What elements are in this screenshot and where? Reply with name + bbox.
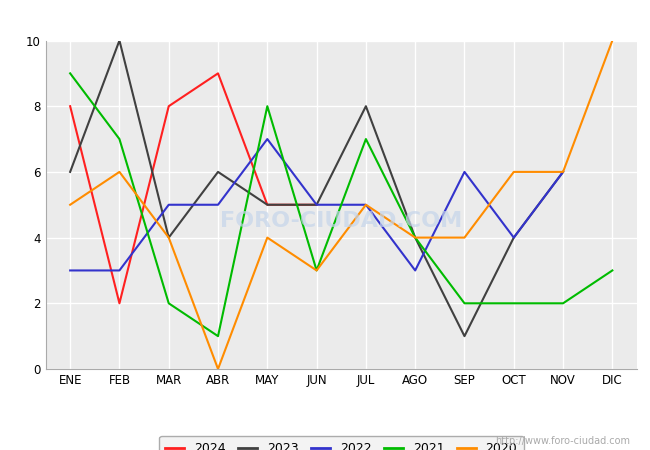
Text: Matriculaciones de Vehiculos en Tijarafe: Matriculaciones de Vehiculos en Tijarafe	[158, 9, 492, 27]
2024	[313, 202, 320, 207]
2021	[313, 268, 320, 273]
2024	[165, 104, 173, 109]
2021	[510, 301, 517, 306]
2022	[313, 202, 320, 207]
2022	[66, 268, 74, 273]
2023	[313, 202, 320, 207]
2023	[362, 104, 370, 109]
2022	[411, 268, 419, 273]
2024	[214, 71, 222, 76]
Line: 2021: 2021	[70, 73, 612, 336]
2021	[362, 136, 370, 142]
2022	[461, 169, 469, 175]
2020	[362, 202, 370, 207]
2020	[559, 169, 567, 175]
2020	[66, 202, 74, 207]
2020	[608, 38, 616, 43]
2020	[411, 235, 419, 240]
2023	[559, 169, 567, 175]
Line: 2023: 2023	[70, 40, 563, 336]
2021	[214, 333, 222, 339]
Text: http://www.foro-ciudad.com: http://www.foro-ciudad.com	[495, 436, 630, 446]
Line: 2020: 2020	[70, 40, 612, 369]
Line: 2024: 2024	[70, 73, 317, 303]
2023	[461, 333, 469, 339]
2021	[461, 301, 469, 306]
2020	[313, 268, 320, 273]
2023	[263, 202, 271, 207]
2020	[116, 169, 124, 175]
2022	[263, 136, 271, 142]
2020	[214, 366, 222, 372]
2022	[362, 202, 370, 207]
2023	[510, 235, 517, 240]
2024	[66, 104, 74, 109]
2023	[411, 235, 419, 240]
2022	[510, 235, 517, 240]
Legend: 2024, 2023, 2022, 2021, 2020: 2024, 2023, 2022, 2021, 2020	[159, 436, 523, 450]
2023	[116, 38, 124, 43]
2024	[263, 202, 271, 207]
2022	[116, 268, 124, 273]
2021	[608, 268, 616, 273]
2022	[559, 169, 567, 175]
Text: FORO-CIUDAD.COM: FORO-CIUDAD.COM	[220, 211, 462, 231]
2022	[214, 202, 222, 207]
2020	[510, 169, 517, 175]
2021	[165, 301, 173, 306]
2020	[461, 235, 469, 240]
2021	[116, 136, 124, 142]
2023	[165, 235, 173, 240]
2020	[263, 235, 271, 240]
2022	[165, 202, 173, 207]
2020	[165, 235, 173, 240]
2021	[411, 235, 419, 240]
2021	[263, 104, 271, 109]
2021	[66, 71, 74, 76]
2021	[559, 301, 567, 306]
Line: 2022: 2022	[70, 139, 563, 270]
2023	[66, 169, 74, 175]
2023	[214, 169, 222, 175]
2024	[116, 301, 124, 306]
